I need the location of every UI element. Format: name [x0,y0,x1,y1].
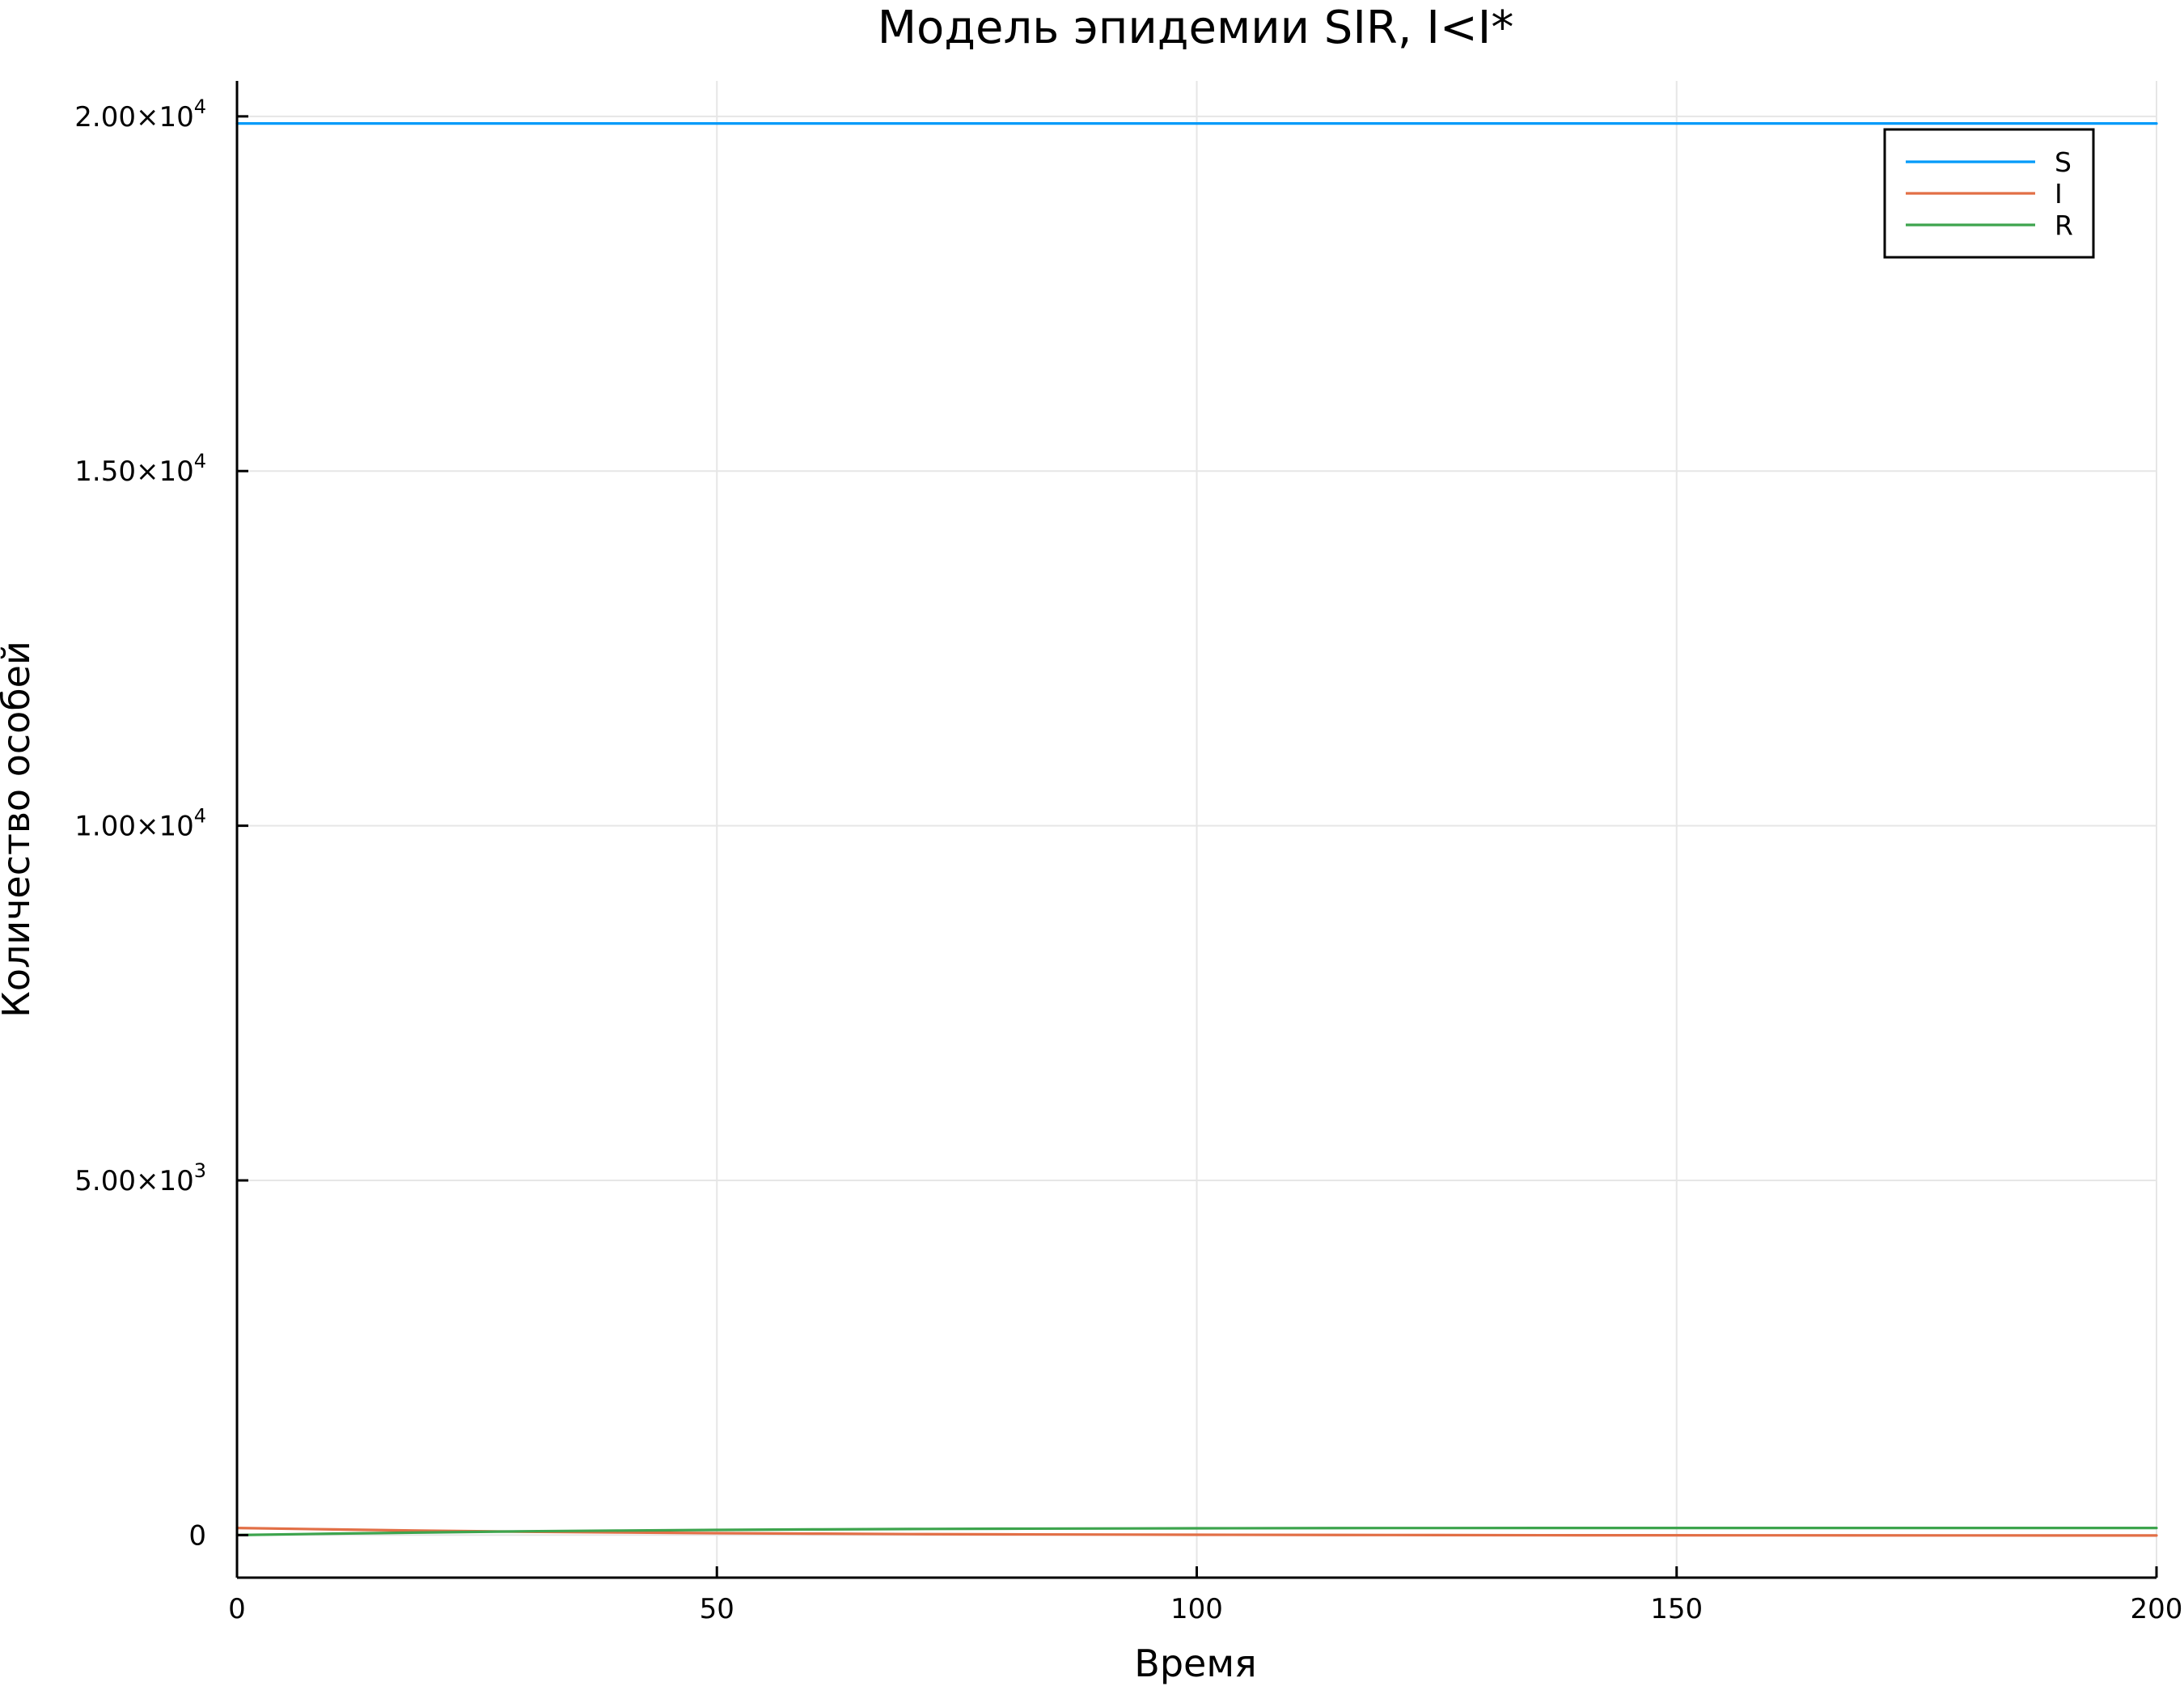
x-tick-label: 0 [228,1593,246,1625]
x-tick-label: 150 [1650,1593,1703,1625]
x-tick-label: 50 [700,1593,734,1625]
y-tick-label: 2.00×104 [74,95,206,133]
x-tick-label: 200 [2131,1593,2183,1625]
x-axis-label: Время [1134,1642,1256,1685]
axes [235,81,2158,1579]
y-tick-label: 1.50×104 [74,450,206,488]
series-lines [235,122,2158,1537]
legend-label-R: R [2055,210,2073,241]
y-tick-label: 0 [188,1519,206,1552]
legend-label-I: I [2055,178,2063,210]
y-tick-label: 1.00×104 [74,805,206,843]
chart-title: Модель эпидемии SIR, I<I* [878,2,1514,54]
legend-label-S: S [2055,146,2072,178]
y-axis-label: Количество особей [0,641,38,1018]
y-tick-label: 5.00×103 [74,1159,206,1197]
legend: SIR [1883,128,2095,259]
tick-labels: 0 50 100 150 200 0 5.00×103 1.00×104 1.50×104 2.0… [74,95,2182,1625]
x-tick-label: 100 [1170,1593,1223,1625]
series-line-R [235,1526,2158,1537]
